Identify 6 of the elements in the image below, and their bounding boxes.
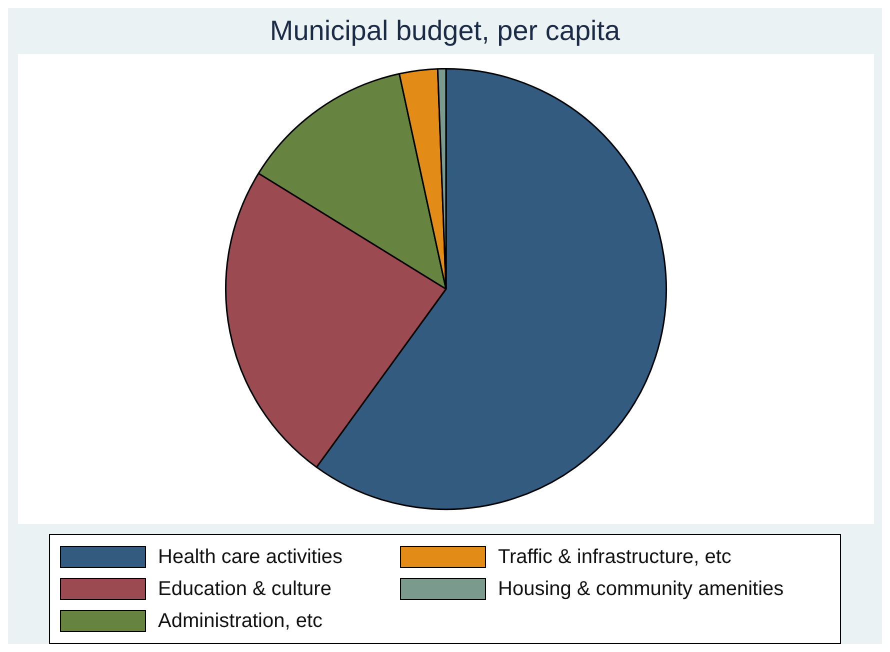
legend-label: Health care activities	[158, 546, 343, 568]
legend-label: Administration, etc	[158, 610, 323, 632]
legend-label: Education & culture	[158, 578, 332, 600]
chart-title: Municipal budget, per capita	[268, 14, 622, 48]
legend-label: Housing & community amenities	[498, 578, 784, 600]
legend-label: Traffic & infrastructure, etc	[498, 546, 732, 568]
